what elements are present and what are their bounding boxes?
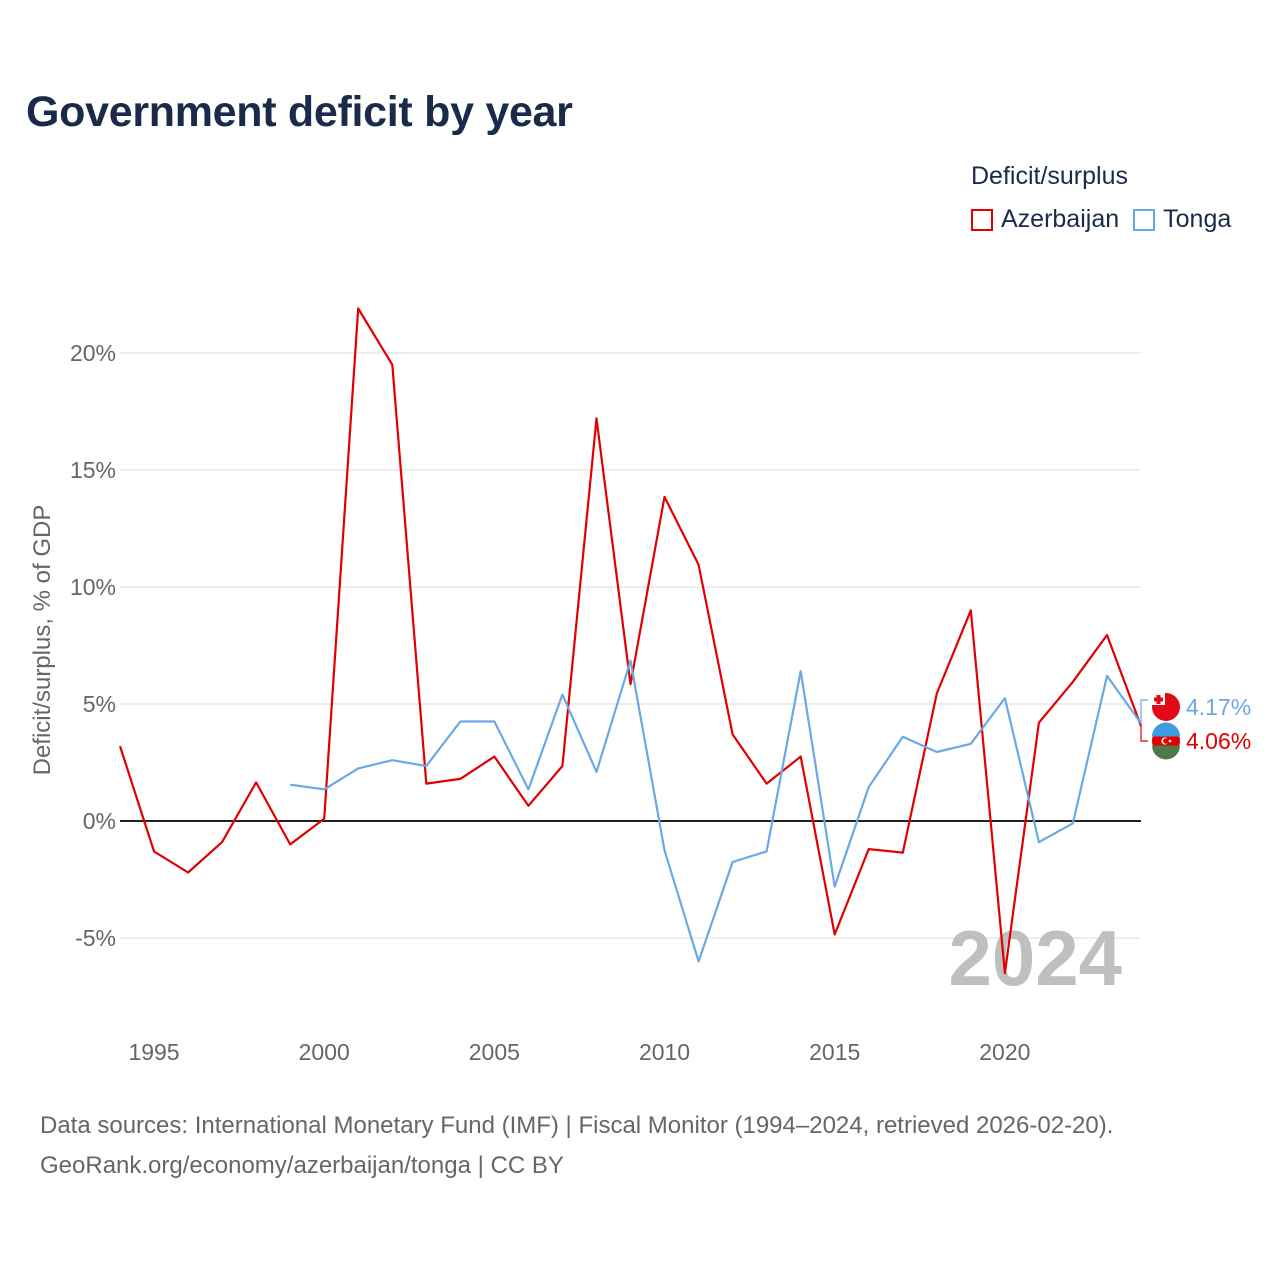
x-tick-label: 2005 [469,1039,520,1065]
legend-label-tonga: Tonga [1163,205,1232,233]
y-tick-label: 5% [83,691,116,717]
legend-label-azerbaijan: Azerbaijan [1001,205,1120,233]
connector-tonga [1140,699,1148,724]
legend-title: Deficit/surplus [971,162,1128,190]
azerbaijan-flag-crescent-cut [1163,738,1169,744]
y-tick-label: 10% [70,574,116,600]
x-axis-ticks: 1995 2000 2005 2010 2015 2020 [128,1039,1030,1065]
legend: Azerbaijan Tonga [971,205,1245,234]
chart-title: Government deficit by year [26,88,573,136]
y-tick-label: 0% [83,808,116,834]
x-tick-label: 2020 [979,1039,1030,1065]
tonga-flag-cross-h [1154,697,1163,702]
y-axis-ticks: -5% 0% 5% 10% 15% 20% [70,340,116,951]
azerbaijan-flag-star [1168,739,1172,743]
x-tick-label: 2015 [809,1039,860,1065]
credit-link[interactable]: GeoRank.org/economy/azerbaijan/tonga | C… [40,1152,564,1179]
series-line-tonga [290,659,1142,963]
legend-swatch-tonga [1133,208,1156,231]
x-tick-label: 2010 [639,1039,690,1065]
end-markers: 4.17% 4.06% [1140,693,1251,760]
legend-item-tonga[interactable]: Tonga [1133,205,1231,234]
azerbaijan-flag-blue-band [1152,722,1181,737]
azerbaijan-flag-icon [1152,722,1181,760]
data-sources: Data sources: International Monetary Fun… [40,1112,1114,1139]
line-chart: -5% 0% 5% 10% 15% 20% 1995 2000 2005 2010 2015 202… [29,307,1251,1065]
y-axis-label: Deficit/surplus, % of GDP [29,505,56,776]
x-tick-label: 2000 [299,1039,350,1065]
azerbaijan-flag-green-band [1152,745,1181,760]
footer: Data sources: International Monetary Fun… [40,1106,1113,1186]
y-tick-label: -5% [75,925,116,951]
x-tick-label: 1995 [128,1039,179,1065]
y-tick-label: 15% [70,457,116,483]
legend-item-azerbaijan[interactable]: Azerbaijan [971,205,1119,234]
y-tick-label: 20% [70,340,116,366]
year-watermark: 2024 [948,914,1122,1002]
connector-azerbaijan [1140,725,1148,742]
legend-swatch-azerbaijan [971,208,993,231]
end-label-tonga: 4.17% [1186,694,1251,720]
gridlines [120,352,1141,939]
end-label-azerbaijan: 4.06% [1186,728,1251,754]
series-line-azerbaijan [118,307,1143,975]
tonga-flag-icon [1152,693,1180,721]
series-lines [118,307,1143,975]
